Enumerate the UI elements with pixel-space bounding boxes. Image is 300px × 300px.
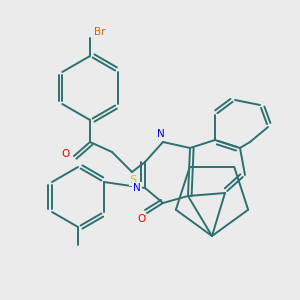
Text: Br: Br xyxy=(94,27,106,37)
Text: N: N xyxy=(133,183,141,193)
Text: S: S xyxy=(129,175,137,185)
Text: O: O xyxy=(62,149,70,159)
Text: N: N xyxy=(157,129,165,139)
Text: O: O xyxy=(137,214,145,224)
